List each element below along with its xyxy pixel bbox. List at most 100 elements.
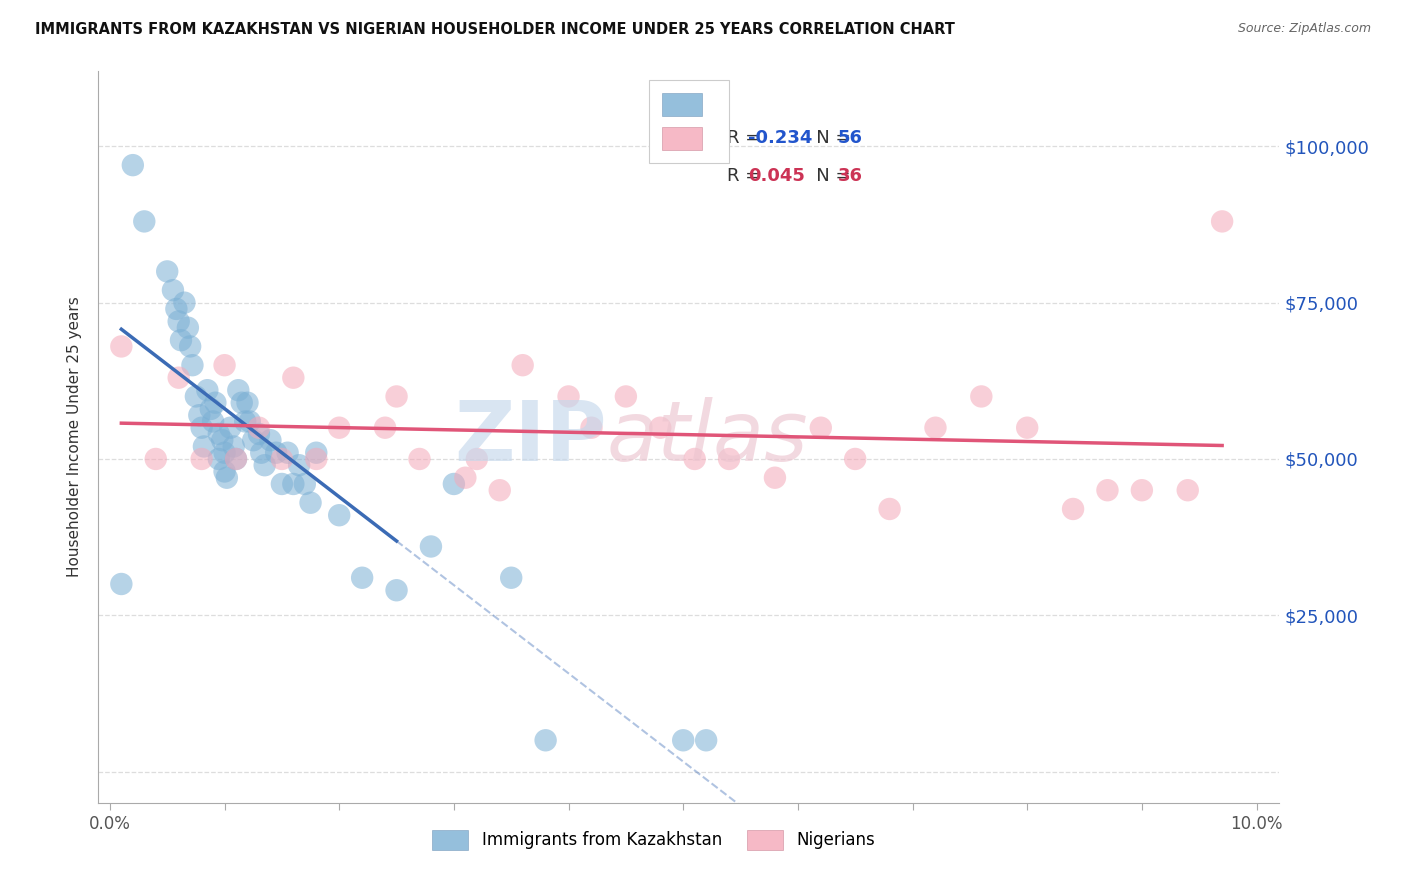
Point — [650, 420, 672, 434]
Point — [385, 583, 408, 598]
Point — [270, 452, 292, 467]
Point — [214, 446, 236, 460]
Point — [259, 434, 281, 448]
Point — [374, 420, 396, 434]
Point — [200, 401, 222, 416]
Point — [167, 370, 190, 384]
Point — [1211, 214, 1233, 228]
Point — [924, 420, 946, 434]
Text: Source: ZipAtlas.com: Source: ZipAtlas.com — [1237, 22, 1371, 36]
Point — [810, 420, 832, 434]
Point — [226, 383, 249, 397]
Point — [156, 264, 179, 278]
Point — [534, 733, 557, 747]
Point — [214, 358, 236, 372]
Point — [110, 339, 132, 353]
Point — [202, 414, 225, 428]
Point — [385, 389, 408, 403]
Point — [1017, 420, 1039, 434]
Point — [167, 314, 190, 328]
Point — [408, 452, 430, 467]
Text: 36: 36 — [838, 168, 863, 186]
Point — [250, 446, 273, 460]
Text: 0.045: 0.045 — [748, 168, 804, 186]
Point — [242, 434, 264, 448]
Point — [121, 158, 143, 172]
Point — [208, 426, 231, 441]
Point — [465, 452, 488, 467]
Point — [581, 420, 603, 434]
Point — [190, 420, 212, 434]
Point — [488, 483, 510, 498]
Text: atlas: atlas — [606, 397, 808, 477]
Point — [283, 477, 305, 491]
Point — [222, 440, 245, 454]
Point — [277, 446, 299, 460]
Point — [208, 452, 231, 467]
Point — [454, 471, 477, 485]
Text: IMMIGRANTS FROM KAZAKHSTAN VS NIGERIAN HOUSEHOLDER INCOME UNDER 25 YEARS CORRELA: IMMIGRANTS FROM KAZAKHSTAN VS NIGERIAN H… — [35, 22, 955, 37]
Point — [443, 477, 465, 491]
Point — [193, 440, 215, 454]
Point — [195, 383, 218, 397]
Text: -0.234: -0.234 — [748, 129, 813, 147]
Point — [970, 389, 993, 403]
Point — [501, 571, 523, 585]
Point — [683, 452, 706, 467]
Point — [188, 408, 211, 422]
Point — [219, 420, 242, 434]
Point — [231, 395, 253, 409]
Point — [328, 420, 350, 434]
Point — [184, 389, 207, 403]
Point — [305, 446, 328, 460]
Text: N =: N = — [799, 168, 856, 186]
Point — [294, 477, 316, 491]
Point — [134, 214, 156, 228]
Point — [173, 295, 195, 310]
Point — [162, 283, 184, 297]
Point — [181, 358, 204, 372]
Point — [420, 540, 443, 554]
Point — [204, 395, 226, 409]
Point — [305, 452, 328, 467]
Point — [352, 571, 374, 585]
Point — [236, 395, 259, 409]
Point — [225, 452, 247, 467]
Point — [247, 426, 270, 441]
Point — [179, 339, 201, 353]
Point — [614, 389, 637, 403]
Point — [283, 370, 305, 384]
Point — [211, 434, 233, 448]
Point — [1097, 483, 1119, 498]
Point — [264, 446, 287, 460]
Point — [145, 452, 167, 467]
Point — [214, 465, 236, 479]
Point — [879, 502, 901, 516]
Point — [1062, 502, 1084, 516]
Point — [1177, 483, 1199, 498]
Point — [299, 496, 322, 510]
Text: R =: R = — [727, 168, 766, 186]
Text: ZIP: ZIP — [454, 397, 606, 477]
Point — [170, 333, 193, 347]
Point — [328, 508, 350, 523]
Point — [844, 452, 866, 467]
Point — [253, 458, 276, 473]
Point — [190, 452, 212, 467]
Point — [763, 471, 786, 485]
Text: 56: 56 — [838, 129, 863, 147]
Point — [270, 477, 292, 491]
Legend: , : , — [650, 80, 728, 163]
Point — [233, 414, 256, 428]
Point — [512, 358, 534, 372]
Point — [247, 420, 270, 434]
Point — [695, 733, 717, 747]
Point — [215, 471, 238, 485]
Text: R =: R = — [727, 129, 766, 147]
Point — [177, 320, 200, 334]
Point — [557, 389, 579, 403]
Text: N =: N = — [799, 129, 856, 147]
Point — [672, 733, 695, 747]
Point — [288, 458, 311, 473]
Point — [718, 452, 741, 467]
